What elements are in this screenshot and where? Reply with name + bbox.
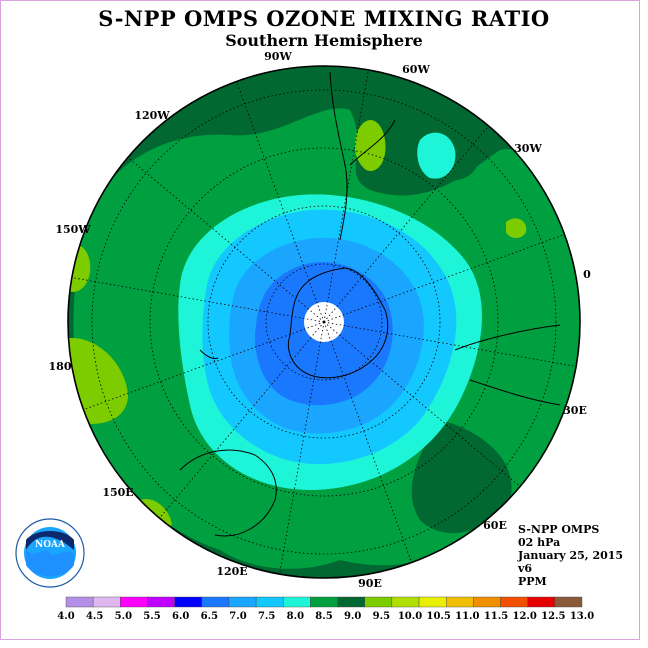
- band-9-0-pocket-se: [411, 420, 512, 534]
- colorbar-tick-label: 11.0: [455, 611, 479, 622]
- colorbar-tick-label: 12.0: [512, 611, 536, 622]
- colorbar-tick-label: 6.0: [172, 611, 189, 622]
- colorbar-tick-label: 10.5: [426, 611, 450, 622]
- noaa-logo-icon: NOAA: [15, 518, 85, 588]
- longitude-labels: 90W 60W 30W 0 30E 60E 90E 120E 150E 180 …: [49, 50, 592, 590]
- colorbar-swatch: [364, 596, 393, 608]
- lon-label-30e: 30E: [563, 404, 587, 417]
- meridian-line: [83, 321, 325, 410]
- colorbar-swatch: [120, 596, 148, 608]
- colorbar-tick-label: 6.5: [201, 611, 218, 622]
- meridian-line: [71, 277, 325, 323]
- meridian-line: [323, 125, 489, 323]
- colorbar-swatch: [228, 596, 257, 608]
- lat-circle-60s: [207, 205, 441, 439]
- map-title: S-NPP OMPS OZONE MIXING RATIO: [98, 6, 550, 31]
- lat-circle-80s: [265, 263, 383, 381]
- lon-label-30w: 30W: [514, 142, 542, 155]
- meridian-line: [279, 321, 325, 575]
- colorbar-swatch: [337, 596, 365, 608]
- colorbar-swatch: [473, 596, 501, 608]
- meridian-line: [323, 321, 412, 563]
- band-9-0-pocket-ne: [395, 80, 482, 181]
- band-9-5-east: [506, 218, 527, 238]
- band-8-0-pocket: [417, 132, 456, 179]
- lon-label-60w: 60W: [402, 63, 430, 76]
- colorbar-swatch: [65, 596, 94, 608]
- colorbar-swatch: [500, 596, 528, 608]
- info-instrument: S-NPP OMPS: [518, 523, 600, 536]
- colorbar-tick-label: 5.5: [143, 611, 160, 622]
- lon-label-150w: 150W: [55, 223, 91, 236]
- meridian-line: [159, 321, 325, 519]
- colorbar-tick-label: 9.0: [344, 611, 361, 622]
- lon-label-0: 0: [583, 268, 591, 281]
- colorbar-swatch: [147, 596, 175, 608]
- colorbar-swatch: [554, 596, 583, 608]
- colorbar-swatch: [446, 596, 474, 608]
- lon-label-120e: 120E: [216, 565, 247, 578]
- colorbar-tick-label: 9.5: [373, 611, 390, 622]
- colorbar-tick-label: 5.0: [115, 611, 132, 622]
- info-pressure: 02 hPa: [518, 536, 561, 549]
- australia-coast: [179, 449, 277, 537]
- colorbar-tick-label: 4.0: [57, 611, 74, 622]
- colorbar-swatch: [92, 596, 121, 608]
- colorbar-swatch: [283, 596, 311, 608]
- info-version: v6: [518, 562, 533, 575]
- meridian-line: [323, 321, 577, 367]
- meridian-line: [323, 69, 369, 323]
- colorbar-tick-label: 7.5: [258, 611, 275, 622]
- africa-coast: [454, 324, 561, 406]
- colorbar-tick-label: 8.5: [315, 611, 332, 622]
- lon-label-90w: 90W: [264, 50, 292, 63]
- band-9-5-north: [354, 119, 386, 171]
- meridians: [71, 69, 577, 575]
- colorbar-swatch: [418, 596, 447, 608]
- antarctica-coast: [287, 267, 389, 379]
- ozone-field: [68, 66, 580, 578]
- colorbar-swatch: [174, 596, 202, 608]
- colorbar-tick-label: 7.0: [229, 611, 246, 622]
- graticule: [71, 69, 577, 575]
- map-subtitle: Southern Hemisphere: [225, 31, 423, 50]
- colorbar: 4.0 4.5 5.0 5.5 6.0 6.5 7.0 7.5 8.0 8.5 9.0 9.5 10.0…: [57, 596, 594, 622]
- nz-coast: [199, 349, 219, 359]
- coastlines: [179, 71, 561, 537]
- lon-label-120w: 120W: [134, 109, 170, 122]
- colorbar-tick-label: 10.0: [398, 611, 422, 622]
- colorbar-swatch: [527, 596, 556, 608]
- colorbar-tick-label: 8.0: [287, 611, 304, 622]
- logo-text: NOAA: [35, 540, 66, 550]
- info-date: January 25, 2015: [518, 549, 624, 562]
- lon-label-180: 180: [49, 360, 72, 373]
- colorbar-tick-label: 4.5: [86, 611, 103, 622]
- meridian-line: [323, 321, 521, 487]
- colorbar-swatch: [310, 596, 338, 608]
- meridian-line: [236, 81, 325, 323]
- info-units: PPM: [518, 575, 547, 588]
- colorbar-tick-label: 13.0: [570, 611, 594, 622]
- colorbar-tick-label: 11.5: [484, 611, 508, 622]
- colorbar-swatch: [201, 596, 230, 608]
- lat-circle-40s: [149, 147, 499, 497]
- lon-label-150e: 150E: [102, 486, 133, 499]
- map-boundary: [67, 65, 581, 579]
- south-america-coast: [329, 71, 396, 241]
- colorbar-swatch: [391, 596, 420, 608]
- info-block: S-NPP OMPS 02 hPa January 25, 2015 v6 PP…: [518, 523, 623, 588]
- lon-label-60e: 60E: [483, 519, 507, 532]
- lat-circle-20s: [91, 89, 557, 555]
- lon-label-90e: 90E: [358, 577, 382, 590]
- colorbar-swatch: [255, 596, 284, 608]
- meridian-line: [323, 234, 565, 323]
- colorbar-tick-label: 12.5: [541, 611, 565, 622]
- meridian-line: [127, 157, 325, 323]
